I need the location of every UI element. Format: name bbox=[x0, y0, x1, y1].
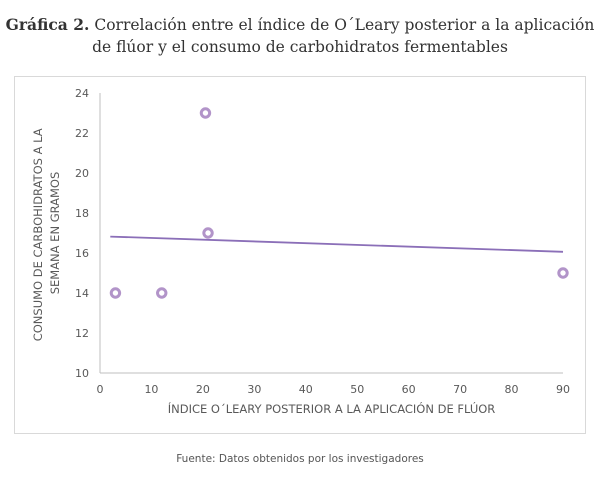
caption-title-line-2: de flúor y el consumo de carbohidratos f… bbox=[92, 38, 508, 56]
y-tick-label: 16 bbox=[75, 247, 89, 260]
x-tick-label: 90 bbox=[556, 383, 570, 396]
x-tick-label: 70 bbox=[453, 383, 467, 396]
x-tick-label: 80 bbox=[505, 383, 519, 396]
y-tick-label: 22 bbox=[75, 127, 89, 140]
y-tick-label: 14 bbox=[75, 287, 89, 300]
axes bbox=[99, 93, 563, 374]
figure-caption: Gráfica 2. Correlación entre el índice d… bbox=[0, 14, 600, 58]
x-tick-label: 30 bbox=[247, 383, 261, 396]
y-tick-label: 24 bbox=[75, 87, 89, 100]
caption-line-1: Gráfica 2. Correlación entre el índice d… bbox=[0, 14, 600, 36]
x-tick-label: 0 bbox=[97, 383, 104, 396]
y-axis-title: CONSUMO DE CARBOHIDRATOS A LA SEMANA EN … bbox=[31, 125, 62, 342]
x-tick-label: 10 bbox=[144, 383, 158, 396]
data-point bbox=[199, 107, 212, 119]
y-tick-label: 20 bbox=[75, 167, 89, 180]
caption-label: Gráfica 2. bbox=[5, 15, 90, 34]
y-tick-label: 10 bbox=[75, 367, 89, 380]
data-point bbox=[557, 267, 569, 279]
x-tick-labels: 0 10 20 30 40 50 60 70 80 90 bbox=[97, 383, 571, 396]
data-point bbox=[156, 287, 168, 299]
y-axis-title-line-1: CONSUMO DE CARBOHIDRATOS A LA bbox=[31, 128, 45, 341]
caption-title-line-1: Correlación entre el índice de O´Leary p… bbox=[94, 16, 595, 34]
y-tick-label: 18 bbox=[75, 207, 89, 220]
source-note: Fuente: Datos obtenidos por los investig… bbox=[176, 453, 424, 465]
x-tick-label: 20 bbox=[196, 383, 210, 396]
data-points bbox=[109, 107, 569, 299]
data-point bbox=[202, 227, 214, 239]
chart-frame bbox=[14, 76, 586, 434]
y-tick-labels: 10 12 14 16 18 20 22 24 bbox=[75, 87, 89, 380]
x-axis-title: ÍNDICE O´LEARY POSTERIOR A LA APLICACIÓN… bbox=[168, 401, 496, 416]
trendline bbox=[110, 235, 564, 253]
x-tick-label: 60 bbox=[402, 383, 416, 396]
y-axis-title-line-2: SEMANA EN GRAMOS bbox=[48, 172, 62, 295]
data-point bbox=[109, 287, 122, 299]
x-tick-label: 50 bbox=[350, 383, 364, 396]
y-tick-label: 12 bbox=[75, 327, 89, 340]
x-tick-label: 40 bbox=[299, 383, 313, 396]
